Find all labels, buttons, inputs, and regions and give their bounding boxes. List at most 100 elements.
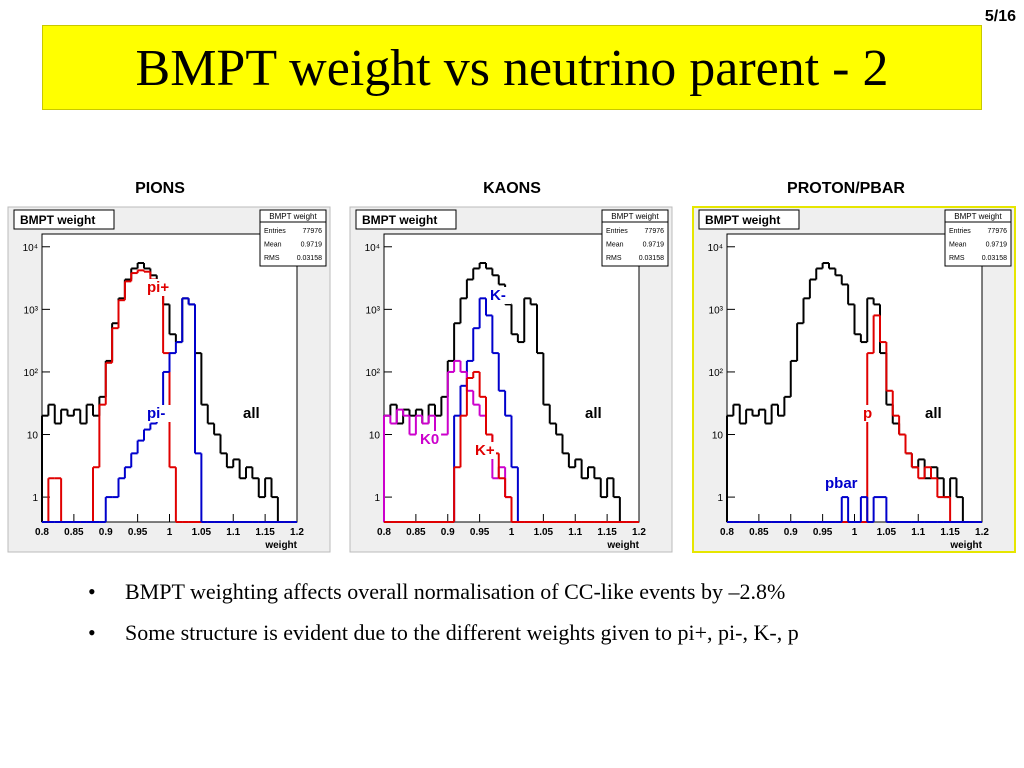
stats-label: Mean xyxy=(264,242,282,249)
stats-value: 77976 xyxy=(988,228,1008,235)
series-label-bg xyxy=(144,279,177,296)
x-axis-label: weight xyxy=(606,540,639,551)
stats-label: Entries xyxy=(264,228,286,235)
x-tick-label: 1.15 xyxy=(255,527,275,538)
x-tick-label: 0.95 xyxy=(128,527,148,538)
y-tick-label: 10² xyxy=(709,368,724,379)
x-tick-label: 0.8 xyxy=(377,527,391,538)
stats-value: 0.03158 xyxy=(982,255,1007,262)
stats-label: Entries xyxy=(606,228,628,235)
series-label-bg xyxy=(472,442,496,459)
series-label: K+ xyxy=(475,442,495,459)
stats-label: RMS xyxy=(264,255,280,262)
x-tick-label: 1.1 xyxy=(568,527,582,538)
series-label: all xyxy=(925,405,942,422)
plot-area xyxy=(726,233,983,523)
x-tick-label: 1.2 xyxy=(632,527,646,538)
x-tick-label: 1.2 xyxy=(975,527,989,538)
stats-value: 77976 xyxy=(303,228,323,235)
x-tick-label: 0.85 xyxy=(64,527,84,538)
series-label-bg xyxy=(487,287,511,304)
bullets: BMPT weighting affects overall normalisa… xyxy=(88,578,948,660)
panel-heading: PROTON/PBAR xyxy=(787,180,905,197)
x-tick-label: 1.05 xyxy=(877,527,897,538)
x-tick-label: 1.05 xyxy=(192,527,212,538)
panel: BMPT weight BMPT weight Entries 77976 Mean 0.… xyxy=(692,206,1016,553)
series-label: p xyxy=(863,405,872,422)
charts: PIONS BMPT weight BMPT weight Entries 77976 M… xyxy=(7,180,1016,553)
stats-title: BMPT weight xyxy=(611,212,659,221)
y-tick-label: 1 xyxy=(374,493,380,504)
x-tick-label: 1 xyxy=(852,527,858,538)
stats-value: 0.9719 xyxy=(301,242,323,249)
x-tick-label: 0.95 xyxy=(813,527,833,538)
y-tick-label: 10³ xyxy=(709,305,724,316)
x-tick-label: 0.8 xyxy=(720,527,734,538)
y-tick-label: 10 xyxy=(712,431,724,442)
slide-title: BMPT weight vs neutrino parent - 2 xyxy=(42,25,982,110)
series-label-bg xyxy=(144,405,177,422)
stats-label: Entries xyxy=(949,228,971,235)
x-axis-label: weight xyxy=(264,540,297,551)
y-tick-label: 10³ xyxy=(366,305,381,316)
x-tick-label: 0.85 xyxy=(749,527,769,538)
hist-title-box xyxy=(13,209,115,230)
series-label-bg xyxy=(922,405,955,422)
histogram-series xyxy=(727,496,982,523)
stats-label: RMS xyxy=(606,255,622,262)
bullet: BMPT weighting affects overall normalisa… xyxy=(88,578,948,605)
plot-area xyxy=(383,233,640,523)
panel-heading: PIONS xyxy=(135,180,185,197)
stats-box xyxy=(601,209,669,267)
series-label-bg xyxy=(860,405,875,422)
y-tick-label: 10⁴ xyxy=(708,243,723,254)
page-number: 5/16 xyxy=(984,8,1016,25)
y-tick-label: 10 xyxy=(369,431,381,442)
series-label: K- xyxy=(490,287,506,304)
x-axis-label: weight xyxy=(949,540,982,551)
hist-title-box xyxy=(698,209,800,230)
series-label-bg xyxy=(240,405,273,422)
x-tick-label: 1 xyxy=(509,527,515,538)
y-tick-label: 1 xyxy=(32,493,38,504)
stats-label: Mean xyxy=(606,242,624,249)
hist-title-box xyxy=(355,209,457,230)
series-label: K0 xyxy=(420,431,439,448)
series-label-bg xyxy=(582,405,615,422)
stats-label: RMS xyxy=(949,255,965,262)
hist-title: BMPT weight xyxy=(362,213,437,227)
y-tick-label: 10³ xyxy=(24,305,39,316)
y-tick-label: 10⁴ xyxy=(23,243,38,254)
stats-value: 0.03158 xyxy=(297,255,322,262)
x-tick-label: 0.8 xyxy=(35,527,49,538)
y-tick-label: 1 xyxy=(717,493,723,504)
stats-value: 77976 xyxy=(645,228,665,235)
series-label: all xyxy=(243,405,260,422)
y-tick-label: 10² xyxy=(24,368,39,379)
series-label-bg xyxy=(417,431,441,448)
x-tick-label: 0.9 xyxy=(99,527,113,538)
bullet: Some structure is evident due to the dif… xyxy=(88,619,948,646)
panel-heading: KAONS xyxy=(483,180,541,197)
stats-title: BMPT weight xyxy=(954,212,1002,221)
x-tick-label: 1.05 xyxy=(534,527,554,538)
stats-box xyxy=(944,209,1012,267)
x-tick-label: 1.1 xyxy=(911,527,925,538)
hist-title: BMPT weight xyxy=(20,213,95,227)
series-label: pi+ xyxy=(147,279,169,296)
x-tick-label: 0.85 xyxy=(406,527,426,538)
stats-value: 0.03158 xyxy=(639,255,664,262)
x-tick-label: 1.1 xyxy=(226,527,240,538)
x-tick-label: 1.15 xyxy=(940,527,960,538)
y-tick-label: 10² xyxy=(366,368,381,379)
histogram-series xyxy=(42,297,297,523)
stats-box xyxy=(259,209,327,267)
x-tick-label: 1.15 xyxy=(597,527,617,538)
hist-title: BMPT weight xyxy=(705,213,780,227)
x-tick-label: 0.95 xyxy=(470,527,490,538)
x-tick-label: 1.2 xyxy=(290,527,304,538)
series-label: pi- xyxy=(147,405,165,422)
series-label: pbar xyxy=(825,475,858,492)
panel: BMPT weight BMPT weight Entries 77976 Mean 0.… xyxy=(7,206,331,553)
